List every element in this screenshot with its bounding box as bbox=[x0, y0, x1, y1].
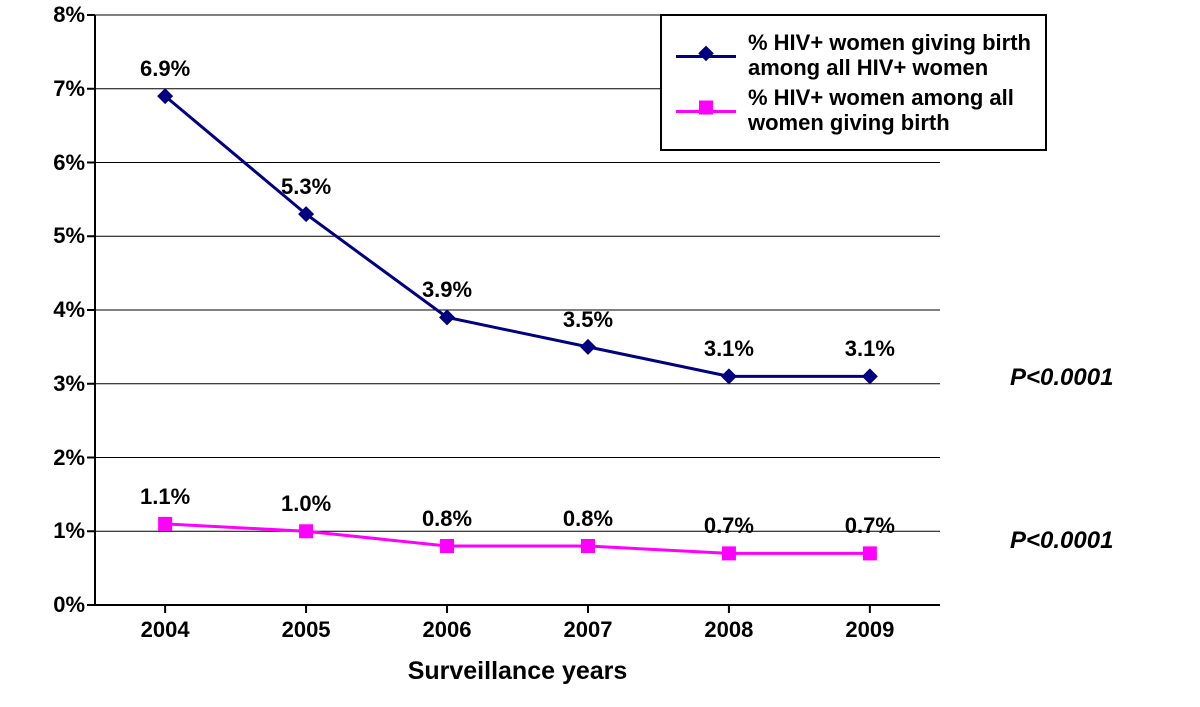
legend: % HIV+ women giving birth among all HIV+… bbox=[660, 14, 1047, 151]
x-axis-title: Surveillance years bbox=[408, 657, 628, 686]
y-tick-label: 5% bbox=[53, 223, 95, 249]
y-tick-label: 6% bbox=[53, 150, 95, 176]
legend-label: % HIV+ women among all women giving birt… bbox=[748, 85, 1014, 136]
data-label: 5.3% bbox=[281, 174, 331, 200]
legend-swatch bbox=[676, 43, 736, 67]
data-label: 6.9% bbox=[140, 56, 190, 82]
y-tick-label: 1% bbox=[53, 518, 95, 544]
series-line-hiv-women-among-all-women-giving-birth bbox=[165, 524, 870, 554]
y-tick-label: 3% bbox=[53, 371, 95, 397]
marker-hiv-women-among-all-women-giving-birth bbox=[158, 517, 172, 531]
p-value-annotation: P<0.0001 bbox=[1010, 527, 1113, 555]
data-label: 0.8% bbox=[563, 506, 613, 532]
data-label: 1.1% bbox=[140, 484, 190, 510]
marker-hiv-women-among-all-women-giving-birth bbox=[863, 546, 877, 560]
x-tick-label: 2009 bbox=[845, 605, 894, 643]
x-tick-label: 2004 bbox=[141, 605, 190, 643]
x-tick-label: 2006 bbox=[423, 605, 472, 643]
legend-swatch bbox=[676, 98, 736, 122]
y-tick-label: 2% bbox=[53, 445, 95, 471]
data-label: 3.1% bbox=[704, 336, 754, 362]
marker-hiv-women-among-all-women-giving-birth bbox=[299, 524, 313, 538]
marker-hiv-women-giving-birth-among-hiv-women bbox=[862, 368, 878, 384]
x-tick-label: 2008 bbox=[704, 605, 753, 643]
p-value-annotation: P<0.0001 bbox=[1010, 364, 1113, 392]
diamond-icon bbox=[700, 46, 711, 64]
data-label: 3.1% bbox=[845, 336, 895, 362]
x-tick-label: 2007 bbox=[563, 605, 612, 643]
chart-stage: 0% 1% 2% 3% 4% 5% 6% 7% 8% 2004 2005 2006 2007 2008 2… bbox=[0, 0, 1200, 707]
x-tick-label: 2005 bbox=[282, 605, 331, 643]
data-label: 3.9% bbox=[422, 277, 472, 303]
y-tick-label: 7% bbox=[53, 76, 95, 102]
legend-item: % HIV+ women among all women giving birt… bbox=[676, 85, 1031, 136]
y-tick-label: 0% bbox=[53, 592, 95, 618]
data-label: 1.0% bbox=[281, 491, 331, 517]
marker-hiv-women-among-all-women-giving-birth bbox=[440, 539, 454, 553]
data-label: 0.7% bbox=[704, 513, 754, 539]
marker-hiv-women-giving-birth-among-hiv-women bbox=[580, 339, 596, 355]
y-tick-label: 8% bbox=[53, 2, 95, 28]
marker-hiv-women-among-all-women-giving-birth bbox=[581, 539, 595, 553]
marker-hiv-women-giving-birth-among-hiv-women bbox=[721, 368, 737, 384]
data-label: 3.5% bbox=[563, 307, 613, 333]
data-label: 0.8% bbox=[422, 506, 472, 532]
legend-label: % HIV+ women giving birth among all HIV+… bbox=[748, 30, 1031, 81]
square-icon bbox=[699, 100, 713, 119]
marker-hiv-women-among-all-women-giving-birth bbox=[722, 546, 736, 560]
data-label: 0.7% bbox=[845, 513, 895, 539]
legend-item: % HIV+ women giving birth among all HIV+… bbox=[676, 30, 1031, 81]
y-tick-label: 4% bbox=[53, 297, 95, 323]
